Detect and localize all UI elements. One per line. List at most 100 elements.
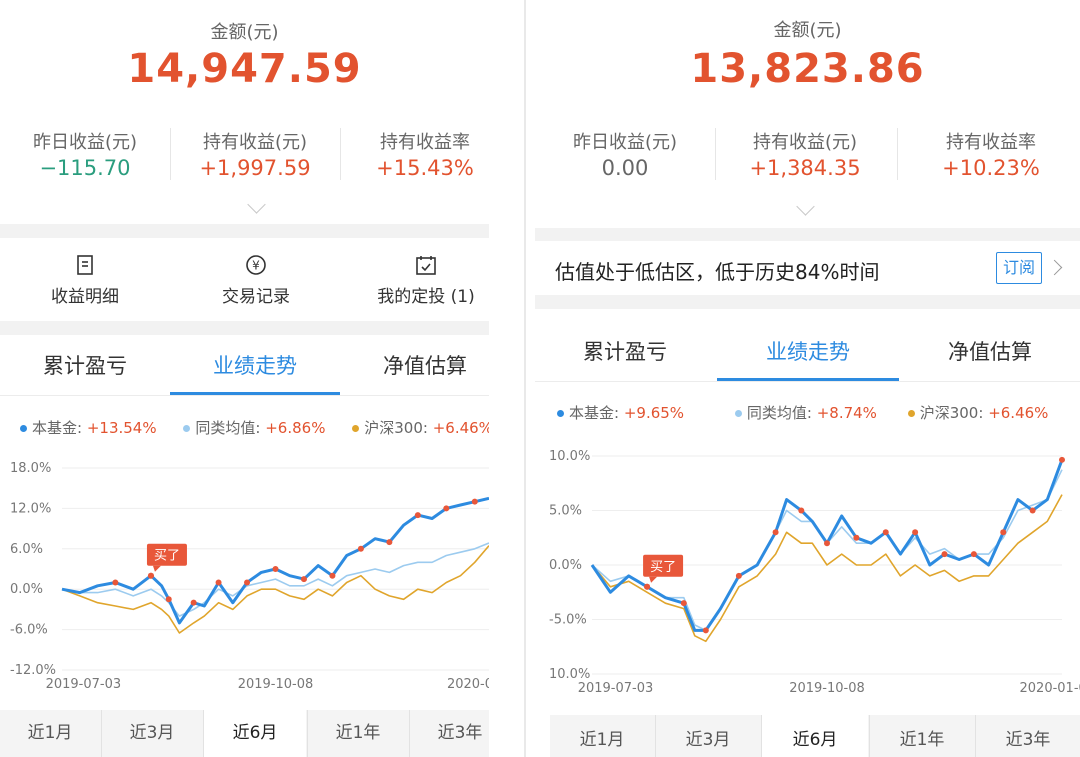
performance-chart: 10.0% 5.0% 0.0% -5.0% 10.0% 2019-07-03 2019-10… bbox=[535, 440, 1080, 705]
trade-marker bbox=[357, 545, 364, 552]
chevron-right-icon[interactable] bbox=[1046, 259, 1063, 276]
legend-dot-icon bbox=[907, 410, 915, 417]
legend-dot-icon bbox=[734, 410, 742, 417]
stat-divider bbox=[715, 128, 716, 180]
y-tick-label: -12.0% bbox=[10, 663, 56, 678]
trade-marker bbox=[798, 507, 805, 514]
range-divider bbox=[101, 710, 102, 757]
buy-tag-label: 买了 bbox=[650, 560, 676, 575]
legend-dot-icon bbox=[557, 410, 564, 417]
range-1m[interactable]: 近1月 bbox=[579, 730, 625, 750]
legend-name: 同类均值: bbox=[195, 419, 261, 437]
trade-marker bbox=[443, 505, 450, 512]
active-tab-underline bbox=[717, 378, 899, 381]
range-3m[interactable]: 近3月 bbox=[685, 730, 731, 750]
trade-record-button[interactable]: ¥ 交易记录 bbox=[196, 254, 316, 307]
range-3m[interactable]: 近3月 bbox=[129, 723, 175, 743]
tab-divider bbox=[0, 395, 489, 396]
trade-marker bbox=[912, 529, 919, 536]
buy-point bbox=[147, 572, 154, 579]
holding-rate-label: 持有收益率 bbox=[946, 132, 1036, 153]
legend-value: +6.86% bbox=[265, 419, 326, 437]
trade-record-label: 交易记录 bbox=[222, 287, 290, 307]
range-divider bbox=[307, 710, 308, 757]
buy-tag bbox=[146, 543, 187, 566]
expand-chevron-icon[interactable] bbox=[247, 195, 266, 214]
y-tick-label: 10.0% bbox=[549, 667, 590, 682]
legend-item-peer: 同类均值: +8.74% bbox=[734, 404, 877, 422]
performance-chart: 18.0% 12.0% 6.0% 0.0% -6.0% -12.0% 2019-07-03 2… bbox=[0, 450, 489, 700]
range-1y[interactable]: 近1年 bbox=[335, 723, 381, 743]
y-tick-label: 6.0% bbox=[10, 542, 43, 557]
legend-item-peer: 同类均值: +6.86% bbox=[183, 419, 325, 437]
trade-marker bbox=[215, 579, 222, 586]
legend-item-index: 沪深300: +6.46% bbox=[907, 404, 1049, 422]
buy-tag-pointer bbox=[649, 576, 658, 583]
y-tick-label: 12.0% bbox=[10, 501, 51, 516]
valuation-banner-text: 估值处于低估区，低于历史84%时间 bbox=[555, 260, 880, 284]
trade-marker bbox=[244, 579, 251, 586]
amount-value: 13,823.86 bbox=[690, 46, 925, 92]
active-tab-underline bbox=[170, 392, 340, 395]
legend-name: 沪深300: bbox=[919, 404, 984, 422]
tab-nav-estimate[interactable]: 净值估算 bbox=[948, 340, 1032, 364]
section-gap bbox=[535, 295, 1080, 309]
x-tick-label: 2019-07-03 bbox=[46, 677, 122, 692]
tab-nav-estimate[interactable]: 净值估算 bbox=[383, 354, 467, 378]
legend-value: +9.65% bbox=[623, 404, 685, 422]
amount-label: 金额(元) bbox=[773, 20, 842, 41]
range-divider bbox=[975, 715, 976, 757]
range-3y[interactable]: 近3年 bbox=[1005, 730, 1051, 750]
trade-marker bbox=[272, 566, 279, 572]
range-6m[interactable]: 近6月 bbox=[204, 710, 306, 757]
expand-chevron-icon[interactable] bbox=[796, 197, 815, 216]
stat-divider bbox=[897, 128, 898, 180]
range-1y[interactable]: 近1年 bbox=[899, 730, 945, 750]
tab-cumulative-pnl[interactable]: 累计盈亏 bbox=[43, 354, 127, 378]
tab-performance[interactable]: 业绩走势 bbox=[766, 340, 850, 364]
series-line-peer bbox=[591, 469, 1063, 632]
range-divider bbox=[409, 710, 410, 757]
trade-marker bbox=[882, 529, 889, 536]
yesterday-income-value: 0.00 bbox=[601, 156, 649, 180]
my-plan-button[interactable]: 我的定投 (1) bbox=[356, 254, 489, 307]
trade-marker bbox=[112, 579, 119, 586]
holding-income-value: +1,384.35 bbox=[749, 156, 861, 180]
legend-dot-icon bbox=[20, 425, 27, 432]
trade-marker bbox=[941, 551, 948, 558]
trade-marker bbox=[1029, 507, 1036, 514]
svg-text:¥: ¥ bbox=[252, 259, 260, 273]
holding-rate-label: 持有收益率 bbox=[380, 132, 470, 153]
legend-value: +6.46% bbox=[988, 404, 1049, 422]
trade-marker bbox=[702, 627, 709, 634]
legend-dot-icon bbox=[183, 425, 191, 432]
series-line-index bbox=[591, 494, 1063, 643]
buy-tag-label: 买了 bbox=[154, 549, 180, 564]
holding-rate-value: +15.43% bbox=[376, 156, 474, 180]
left-fund-panel: 金额(元) 14,947.59 昨日收益(元) −115.70 持有收益(元) … bbox=[0, 0, 489, 757]
range-divider bbox=[655, 715, 656, 757]
range-3y[interactable]: 近3年 bbox=[437, 723, 483, 743]
subscribe-button[interactable]: 订阅 bbox=[996, 252, 1042, 284]
x-tick-label: 2019-10-08 bbox=[238, 677, 314, 692]
trade-marker bbox=[1059, 456, 1065, 463]
trade-marker bbox=[1000, 529, 1007, 536]
trade-marker bbox=[386, 539, 393, 546]
income-detail-button[interactable]: 收益明细 bbox=[25, 254, 145, 307]
range-divider bbox=[761, 715, 762, 757]
legend-item-fund: 本基金: +13.54% bbox=[20, 419, 157, 437]
tab-cumulative-pnl[interactable]: 累计盈亏 bbox=[583, 340, 667, 364]
legend-item-fund: 本基金: +9.65% bbox=[557, 404, 684, 422]
document-icon bbox=[77, 255, 93, 275]
y-tick-label: 10.0% bbox=[549, 449, 590, 464]
calendar-icon bbox=[416, 256, 436, 275]
performance-chart-svg: 10.0%5.0%0.0%-5.0%10.0%2019-07-03 2019-10… bbox=[549, 449, 1080, 696]
section-gap bbox=[0, 224, 489, 238]
trade-marker bbox=[165, 596, 172, 603]
x-tick-label: 2020-01-03 bbox=[447, 677, 489, 692]
range-1m[interactable]: 近1月 bbox=[27, 723, 73, 743]
tab-performance[interactable]: 业绩走势 bbox=[213, 354, 297, 378]
holding-rate-value: +10.23% bbox=[942, 156, 1040, 180]
range-6m[interactable]: 近6月 bbox=[762, 715, 868, 757]
my-plan-label: 我的定投 (1) bbox=[377, 287, 475, 307]
